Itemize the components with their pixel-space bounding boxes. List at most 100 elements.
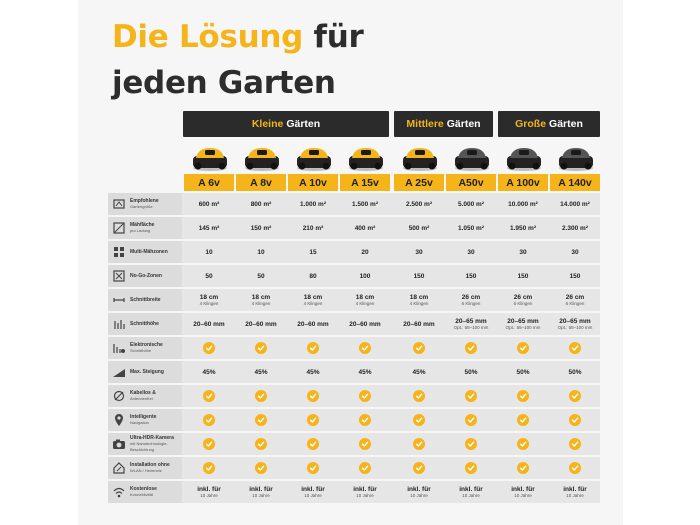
table-cell: 150 [465,272,477,280]
check-icon [517,414,529,426]
table-cell: 1.500 m² [351,200,379,208]
table-cell: 18 cm 4 Klingen [303,293,323,306]
table-cell [498,457,548,479]
table-row: Intelligente Navigation [108,409,600,431]
table-cell: 15 [309,248,317,256]
row-label: Installation ohne WLAN / Heimnetz [108,457,182,479]
table-cell: 150 [413,272,425,280]
table-cell [498,337,548,359]
table-cell [550,385,600,407]
table-row: No-Go-Zonen 50 50 80 100 150 150 150 150 [108,265,600,287]
table-cell: 20–60 mm [349,320,381,328]
table-cell [184,385,234,407]
table-cell: 14.000 m² [560,200,590,208]
table-cell [498,409,548,431]
table-cell [498,385,548,407]
table-row: Schnittbreite 18 cm 4 Klingen 18 cm 4 Klinge… [108,289,600,311]
group-header-rest: Gärten [286,118,321,130]
table-cell: 50 [257,272,265,280]
row-label: Mähfläche pro Ladung [108,217,182,239]
table-cell [446,433,496,455]
table-row: Kabellos & Antennenfrei [108,385,600,407]
slope-icon [112,365,126,379]
table-cell [236,385,286,407]
table-cell: 20–60 mm [297,320,329,328]
table-cell [288,337,338,359]
check-icon [569,414,581,426]
table-cell: 150 [517,272,529,280]
navigation-icon [112,413,126,427]
row-label: Schnittbreite [108,289,182,311]
model-column: A50v [446,138,496,191]
table-cell [184,409,234,431]
no-go-icon [112,269,126,283]
table-cell [236,409,286,431]
table-cell [236,457,286,479]
table-cell: 26 cm 6 Klingen [565,293,585,306]
model-column: A 100v [498,138,548,191]
table-cell: 26 cm 6 Klingen [461,293,481,306]
check-icon [307,390,319,402]
table-cell [550,409,600,431]
check-icon [465,462,477,474]
cut-width-icon [112,293,126,307]
table-cell: 45% [306,368,320,376]
table-cell: 18 cm 4 Klingen [199,293,219,306]
table-cell: inkl. für 10 Jahre [511,485,535,498]
table-cell [340,409,390,431]
table-cell: 2.300 m² [561,224,589,232]
connectivity-icon [112,485,126,499]
title-line2: jeden Garten [112,65,336,101]
table-cell [446,337,496,359]
row-label-text: Elektronische Schnitthöhe [130,342,163,353]
table-cell: inkl. für 10 Jahre [197,485,221,498]
table-cell [288,409,338,431]
row-label-text: Schnitthöhe [130,321,159,327]
check-icon [569,390,581,402]
group-header-accent: Große [515,118,547,130]
table-cell: 30 [571,248,579,256]
check-icon [203,390,215,402]
check-icon [359,438,371,450]
check-icon [413,438,425,450]
check-icon [307,342,319,354]
table-cell [394,409,444,431]
check-icon [307,462,319,474]
table-cell [340,457,390,479]
table-cell: 100 [359,272,371,280]
group-header-accent: Mittlere [406,118,444,130]
table-cell: inkl. für 10 Jahre [563,485,587,498]
table-cell [394,457,444,479]
row-label: Kabellos & Antennenfrei [108,385,182,407]
row-label: Ultra-HDR-Kamera mit Nanotechnologie-Besc… [108,433,182,455]
table-cell: 20–60 mm [403,320,435,328]
model-label: A50v [446,174,496,191]
check-icon [569,438,581,450]
check-icon [203,414,215,426]
group-header-medium: Mittlere Gärten [394,111,493,137]
table-cell: 20–60 mm [245,320,277,328]
table-row: Mähfläche pro Ladung 145 m² 150 m² 210 m² 400… [108,217,600,239]
table-cell: inkl. für 10 Jahre [407,485,431,498]
row-label-text: Installation ohne WLAN / Heimnetz [130,462,170,473]
table-cell: 145 m² [198,224,220,232]
model-column: A 6v [184,138,234,191]
table-row: Multi-Mähzonen 10 10 15 20 30 30 30 30 [108,241,600,263]
table-cell: 50% [516,368,530,376]
table-cell: 18 cm 4 Klingen [251,293,271,306]
table-cell: 45% [254,368,268,376]
check-icon [465,438,477,450]
check-icon [465,390,477,402]
check-icon [569,342,581,354]
table-cell [236,433,286,455]
row-label: Max. Steigung [108,361,182,383]
group-header-rest: Gärten [446,118,481,130]
table-cell: 400 m² [354,224,376,232]
check-icon [517,342,529,354]
table-cell: 1.000 m² [299,200,327,208]
row-label: Elektronische Schnitthöhe [108,337,182,359]
table-cell: inkl. für 10 Jahre [353,485,377,498]
table-cell [550,337,600,359]
table-cell: 30 [415,248,423,256]
check-icon [517,390,529,402]
